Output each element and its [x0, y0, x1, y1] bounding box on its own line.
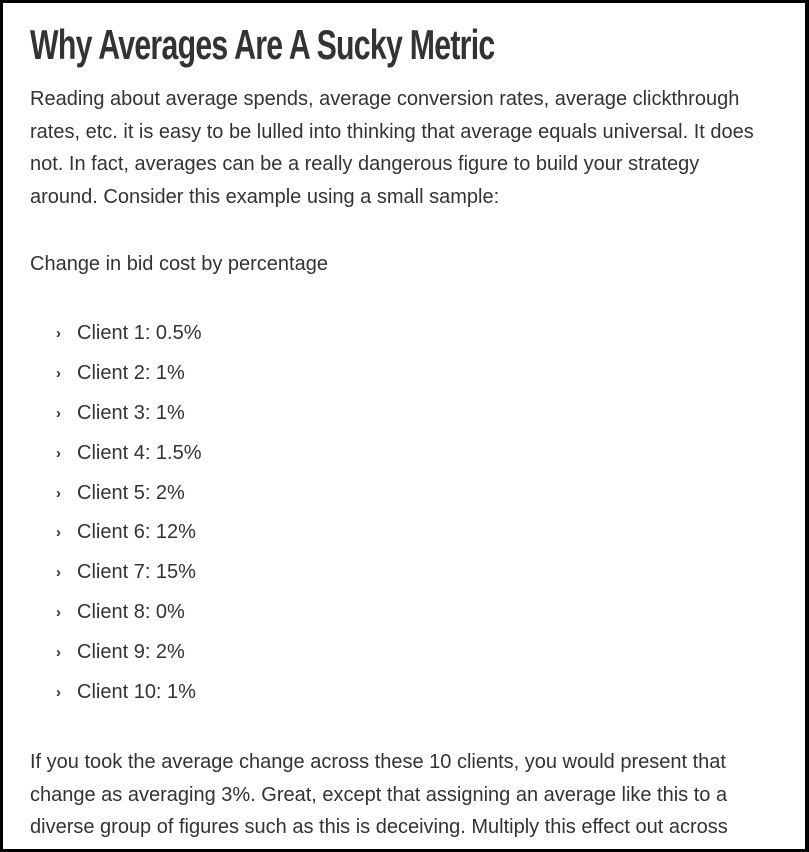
list-item-label: Client 9: 2% [77, 640, 185, 663]
chevron-right-icon: › [56, 444, 61, 462]
text-line: rates, etc. it is easy to be lulled into… [30, 120, 754, 143]
text-line: diverse group of figures such as this is… [30, 816, 728, 838]
list-item-label: Client 4: 1.5% [77, 441, 202, 464]
chevron-right-icon: › [56, 683, 61, 701]
list-item-label: Client 7: 15% [77, 561, 196, 584]
list-item: › Client 5: 2% [30, 473, 202, 513]
text-line: If you took the average change across th… [30, 751, 726, 773]
client-list: › Client 1: 0.5% › Client 2: 1% › Client 3:… [30, 314, 202, 712]
list-item: › Client 1: 0.5% [30, 314, 202, 354]
article-title: Why Averages Are A Sucky Metric [30, 21, 495, 68]
list-item: › Client 3: 1% [30, 394, 202, 434]
text-line: Reading about average spends, average co… [30, 88, 740, 110]
chevron-right-icon: › [56, 404, 61, 422]
list-item-label: Client 1: 0.5% [77, 322, 202, 345]
chevron-right-icon: › [56, 603, 61, 621]
list-heading: Change in bid cost by percentage [30, 253, 328, 275]
list-item: › Client 6: 12% [30, 513, 202, 553]
text-line: not. In fact, averages can be a really d… [30, 153, 700, 175]
chevron-right-icon: › [56, 484, 61, 502]
list-item-label: Client 6: 12% [77, 521, 196, 544]
list-item: › Client 8: 0% [30, 593, 202, 633]
list-item-label: Client 3: 1% [77, 401, 185, 424]
list-item-label: Client 10: 1% [77, 680, 196, 703]
chevron-right-icon: › [56, 643, 61, 661]
page-frame: Why Averages Are A Sucky Metric Reading … [3, 3, 805, 849]
chevron-right-icon: › [56, 564, 61, 582]
text-line: around. Consider this example using a sm… [30, 185, 500, 208]
list-item: › Client 7: 15% [30, 553, 202, 593]
list-item-label: Client 2: 1% [77, 362, 185, 385]
list-item-label: Client 8: 0% [77, 600, 185, 623]
intro-paragraph: Reading about average spends, average co… [30, 83, 754, 213]
chevron-right-icon: › [56, 325, 61, 343]
list-item: › Client 2: 1% [30, 354, 202, 394]
conclusion-paragraph: If you took the average change across th… [30, 746, 728, 844]
list-item: › Client 9: 2% [30, 632, 202, 672]
list-item-label: Client 5: 2% [77, 481, 185, 504]
chevron-right-icon: › [56, 524, 61, 542]
list-item: › Client 10: 1% [30, 672, 202, 712]
list-item: › Client 4: 1.5% [30, 433, 202, 473]
chevron-right-icon: › [56, 365, 61, 383]
text-line: change as averaging 3%. Great, except th… [30, 783, 728, 806]
